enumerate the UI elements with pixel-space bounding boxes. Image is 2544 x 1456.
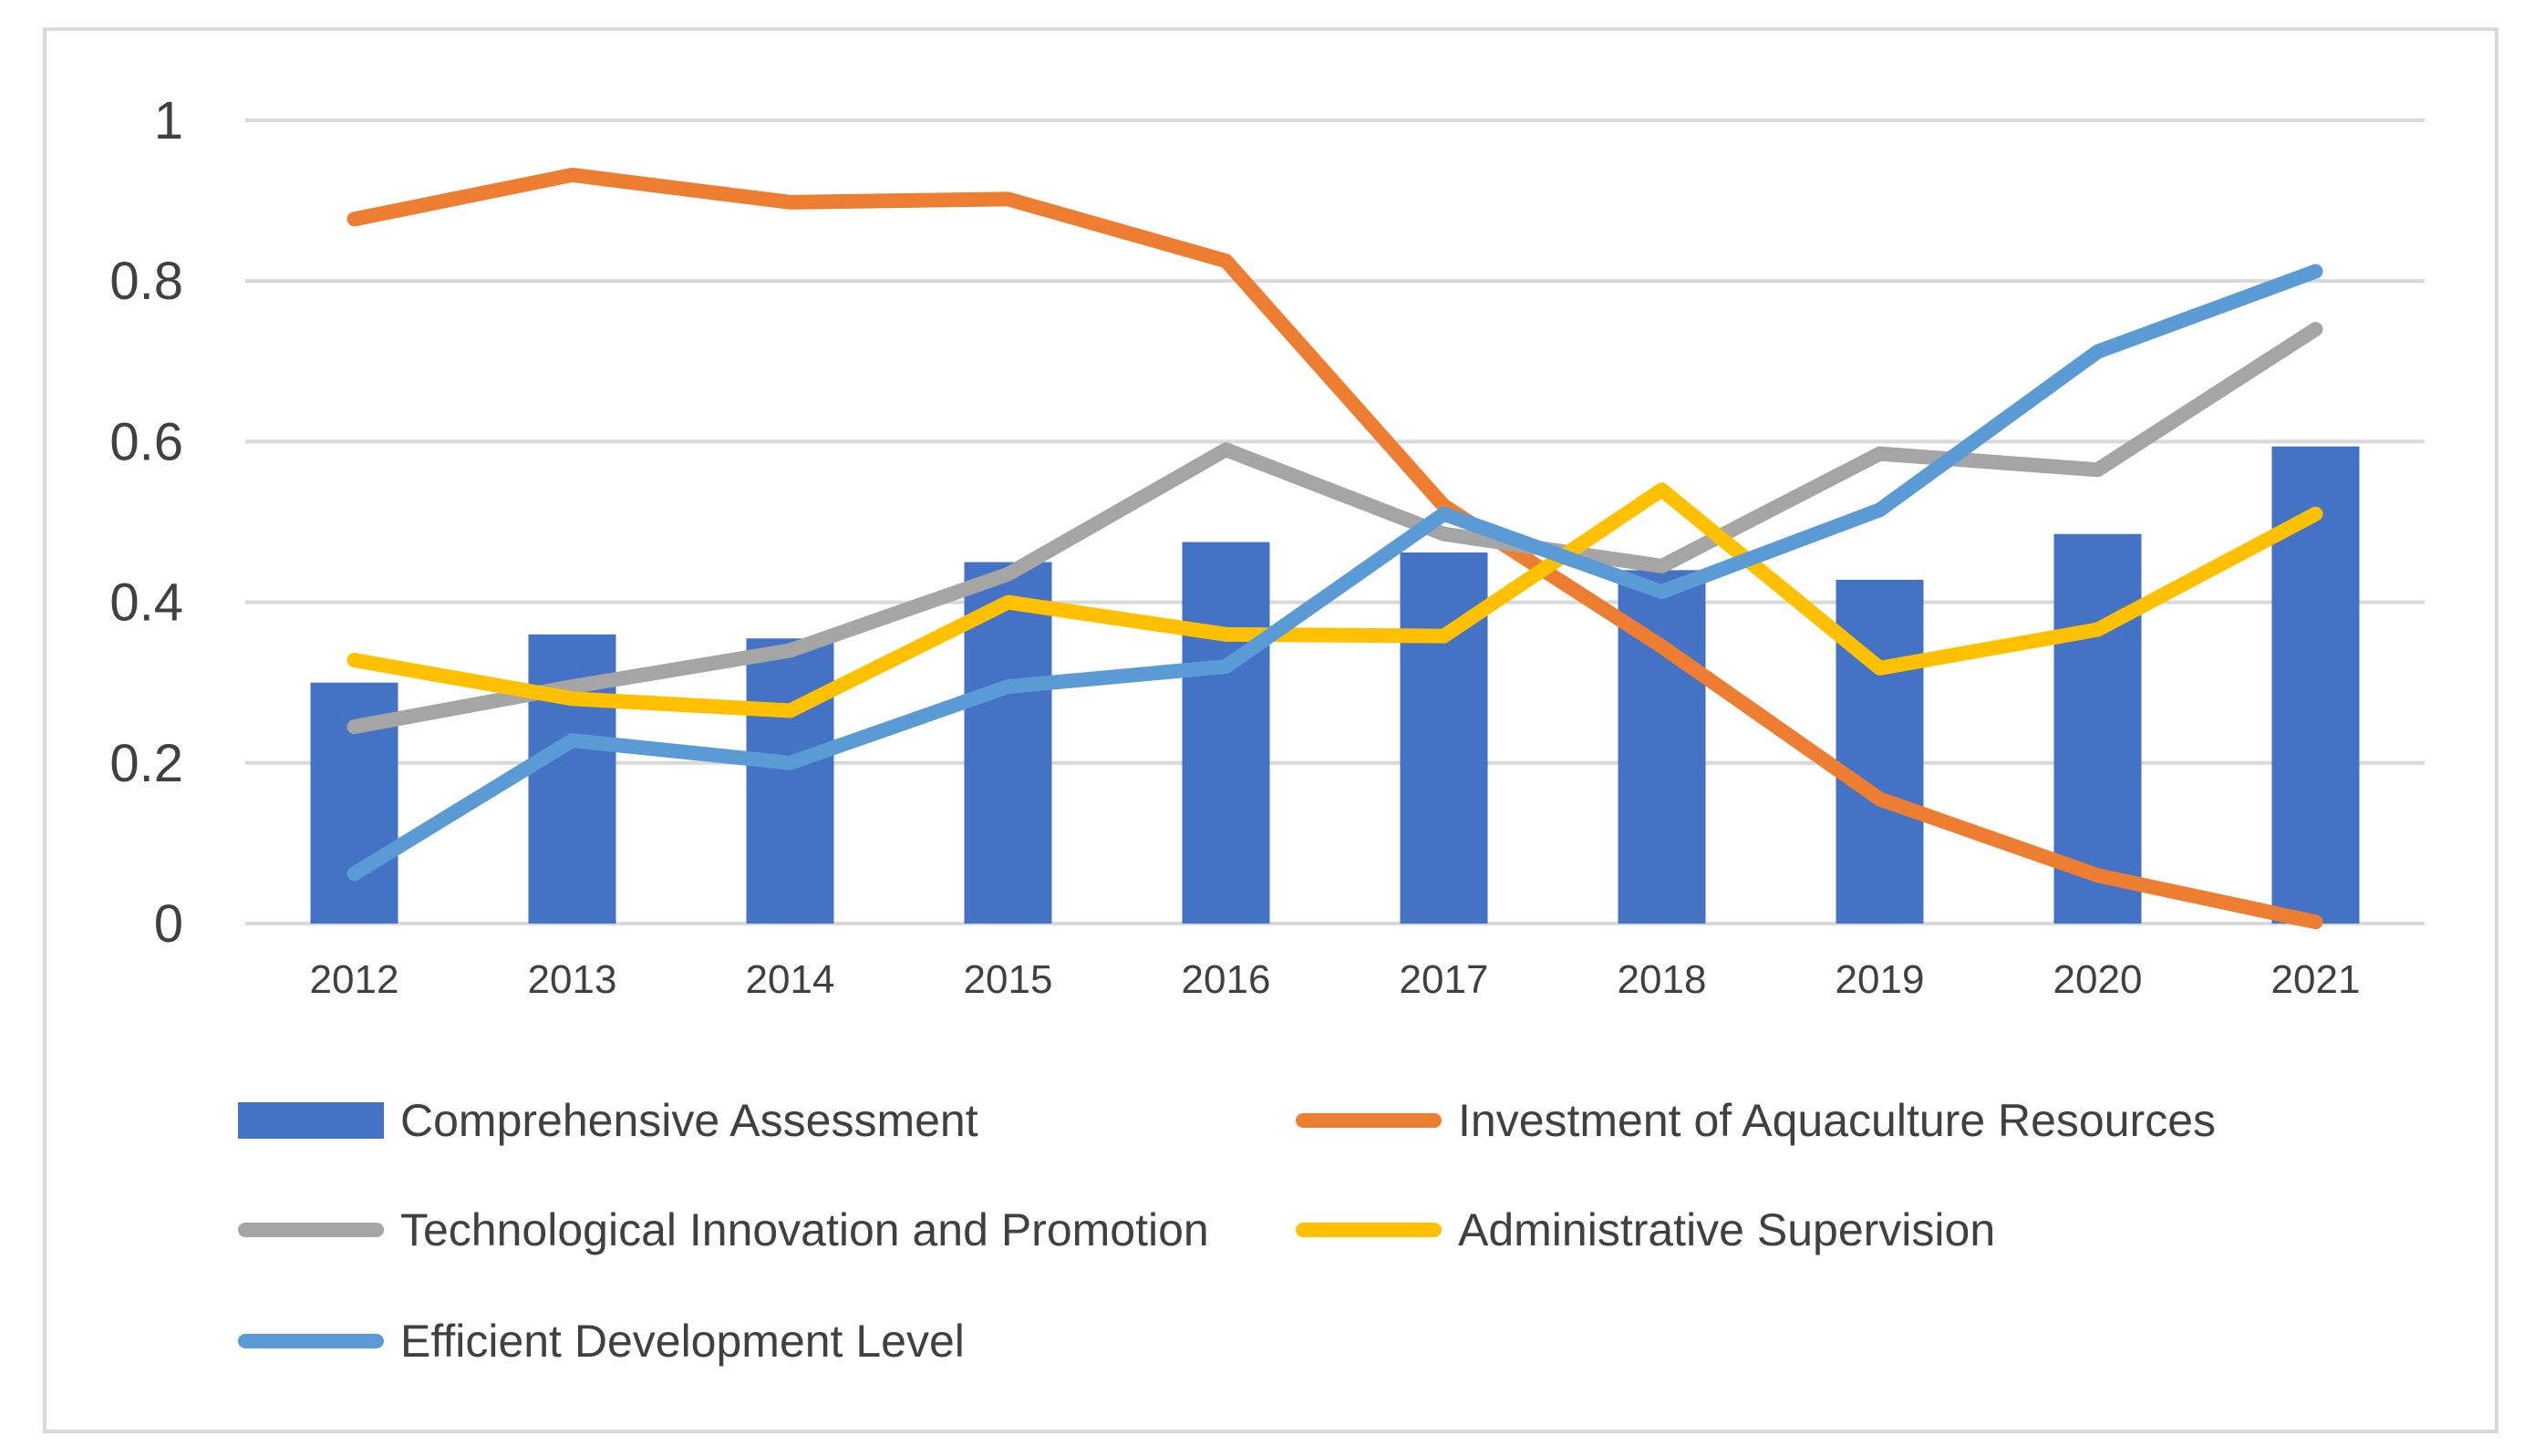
x-tick-label: 2020 <box>2053 957 2143 1002</box>
legend-item: Investment of Aquaculture Resources <box>1296 1095 2216 1146</box>
legend-item: Comprehensive Assessment <box>238 1095 978 1146</box>
series-line-investment-of-aquaculture-resources <box>346 167 2323 930</box>
legend-item: Efficient Development Level <box>238 1316 965 1367</box>
legend-item: Technological Innovation and Promotion <box>238 1204 1209 1255</box>
series-line-technological-innovation-and-promotion <box>346 322 2323 735</box>
legend-label: Administrative Supervision <box>1458 1204 1995 1255</box>
legend-label: Efficient Development Level <box>400 1316 965 1367</box>
x-tick-label: 2012 <box>310 957 399 1002</box>
chart-frame: 0 0.2 0.4 0.6 0.8 1 2012 2013 2014 2015 2016 2017 2… <box>43 27 2498 1433</box>
x-tick-label: 2021 <box>2271 957 2361 1002</box>
legend-swatch <box>238 1102 384 1139</box>
x-tick-label: 2015 <box>964 957 1053 1002</box>
series-lines <box>346 167 2323 930</box>
bar <box>746 638 834 924</box>
legend-label: Comprehensive Assessment <box>400 1095 978 1146</box>
series-line-efficient-development-level <box>346 263 2323 882</box>
x-tick-label: 2016 <box>1182 957 1271 1002</box>
x-tick-label: 2013 <box>528 957 617 1002</box>
y-tick-label: 0 <box>154 894 183 954</box>
x-tick-label: 2019 <box>1836 957 1925 1002</box>
y-tick-label: 0.2 <box>109 734 183 793</box>
y-tick-label: 0.8 <box>109 252 183 311</box>
y-tick-label: 0.6 <box>109 412 183 471</box>
y-axis-ticks: 0 0.2 0.4 0.6 0.8 1 <box>109 91 183 954</box>
legend-label: Investment of Aquaculture Resources <box>1458 1095 2216 1146</box>
x-tick-label: 2017 <box>1400 957 1489 1002</box>
legend: Comprehensive Assessment Investment of Aq… <box>238 1095 2216 1367</box>
bar <box>1182 542 1270 924</box>
legend-label: Technological Innovation and Promotion <box>400 1204 1209 1255</box>
x-tick-label: 2018 <box>1618 957 1707 1002</box>
x-axis-ticks: 2012 2013 2014 2015 2016 2017 2018 2019 2020 2021 <box>310 957 2361 1002</box>
x-tick-label: 2014 <box>746 957 835 1002</box>
y-tick-label: 1 <box>154 91 183 150</box>
chart-svg: 00.20.40.60.81 2012 2013 2014 2015 2016 2017 2… <box>109 91 2425 1367</box>
y-tick-label: 0.4 <box>109 573 183 633</box>
bar <box>1836 579 1924 924</box>
series-line-administrative-supervision <box>346 482 2323 718</box>
legend-item: Administrative Supervision <box>1296 1204 1995 1255</box>
